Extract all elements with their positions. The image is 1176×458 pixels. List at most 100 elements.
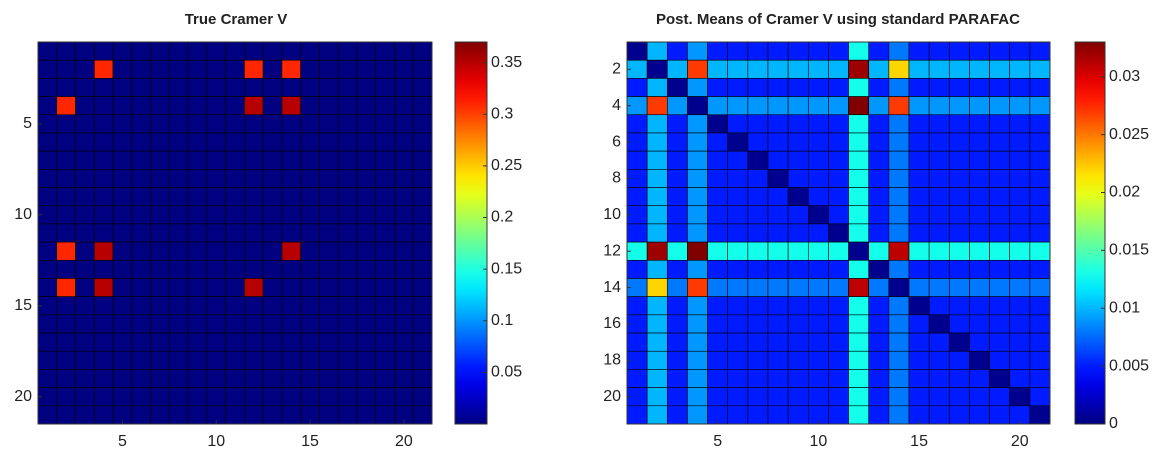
heatmap-cell [1029, 150, 1051, 170]
heatmap-cell [767, 223, 789, 243]
heatmap-cell [687, 314, 708, 334]
heatmap-cell [319, 114, 339, 134]
heatmap-cell [131, 41, 151, 61]
heatmap-cell [747, 314, 769, 334]
plot-frame [37, 41, 433, 425]
heatmap-cell [727, 223, 749, 243]
heatmap-cell [969, 205, 990, 225]
heatmap-cell [300, 387, 320, 407]
heatmap-cell [868, 59, 890, 79]
heatmap-cell [908, 296, 930, 316]
heatmap-cell [747, 187, 769, 207]
heatmap-cell [928, 96, 950, 116]
heatmap-cell [56, 314, 76, 334]
heatmap-cell [1009, 59, 1031, 79]
heatmap-cell [131, 369, 151, 388]
heatmap-cell [687, 405, 708, 425]
heatmap-cell [394, 259, 414, 279]
heatmap-cell [169, 150, 189, 170]
heatmap-cell [787, 223, 809, 243]
heatmap-cell [262, 205, 283, 225]
colorbar-tick-label: 0.2 [491, 209, 513, 226]
heatmap-cell [1009, 332, 1031, 352]
heatmap-cell [969, 369, 990, 388]
heatmap-cell [687, 169, 708, 188]
heatmap-cell [787, 114, 809, 134]
heatmap-cell [281, 332, 301, 352]
heatmap-cell [187, 241, 208, 261]
heatmap-cell [787, 350, 809, 370]
heatmap-cell [356, 114, 377, 134]
heatmap-cell [787, 205, 809, 225]
heatmap-cell [225, 332, 245, 352]
heatmap-cell [687, 150, 708, 170]
heatmap-cell [747, 223, 769, 243]
heatmap-cell [281, 223, 301, 243]
heatmap-cell [131, 132, 151, 152]
heatmap-cell [828, 96, 849, 116]
heatmap-cell [626, 259, 648, 279]
heatmap-cell [150, 223, 170, 243]
heatmap-cell [150, 405, 170, 425]
heatmap-cell [93, 241, 114, 261]
heatmap-cell [848, 332, 870, 352]
heatmap-cell [646, 241, 668, 261]
heatmap-cell [281, 405, 301, 425]
y-tick-label: 2 [612, 61, 621, 78]
heatmap-cell [626, 223, 648, 243]
heatmap-cell [300, 332, 320, 352]
heatmap-cell [412, 296, 433, 316]
heatmap-cell [56, 41, 76, 61]
heatmap-cell [687, 369, 708, 388]
heatmap-cell [989, 387, 1011, 407]
heatmap-cell [948, 96, 970, 116]
heatmap-cell [948, 41, 970, 61]
x-tick-label: 10 [207, 433, 225, 450]
heatmap-cell [412, 369, 433, 388]
heatmap-cell [666, 223, 688, 243]
heatmap-cell [928, 387, 950, 407]
heatmap-cell [300, 150, 320, 170]
heatmap-cell [767, 187, 789, 207]
colorbar-tick-label: 0.3 [491, 105, 513, 122]
heatmap-cell [225, 296, 245, 316]
heatmap-cell [356, 205, 377, 225]
heatmap-cell [187, 114, 208, 134]
heatmap-cell [169, 132, 189, 152]
heatmap-cell [131, 114, 151, 134]
heatmap-cell [868, 369, 890, 388]
heatmap-cell [747, 332, 769, 352]
heatmap-cell [412, 223, 433, 243]
heatmap-cell [888, 332, 910, 352]
heatmap-cell [747, 296, 769, 316]
heatmap-cell [225, 205, 245, 225]
heatmap-cell [75, 96, 95, 116]
heatmap-cell [337, 241, 358, 261]
heatmap-cell [169, 332, 189, 352]
heatmap-cell [1009, 96, 1031, 116]
heatmap-cell [747, 350, 769, 370]
heatmap-cell [206, 96, 226, 116]
heatmap-cell [206, 241, 226, 261]
heatmap-cell [319, 296, 339, 316]
heatmap-cell [747, 78, 769, 97]
heatmap-cell [646, 369, 668, 388]
heatmap-cell [828, 241, 849, 261]
heatmap-cell [37, 96, 58, 116]
heatmap-cell [767, 78, 789, 97]
heatmap-cell [646, 169, 668, 188]
heatmap-cell [206, 41, 226, 61]
heatmap-cell [888, 114, 910, 134]
heatmap-cell [337, 114, 358, 134]
heatmap-cell [112, 314, 133, 334]
heatmap-cell [244, 278, 264, 297]
heatmap-cell [75, 150, 95, 170]
heatmap-cell [807, 132, 829, 152]
x-tick-label: 15 [301, 433, 319, 450]
heatmap-cell [150, 296, 170, 316]
heatmap-cell [281, 314, 301, 334]
heatmap-cell [244, 169, 264, 188]
heatmap-cell [626, 78, 648, 97]
y-tick-label: 10 [603, 206, 621, 223]
heatmap-cell [131, 59, 151, 79]
